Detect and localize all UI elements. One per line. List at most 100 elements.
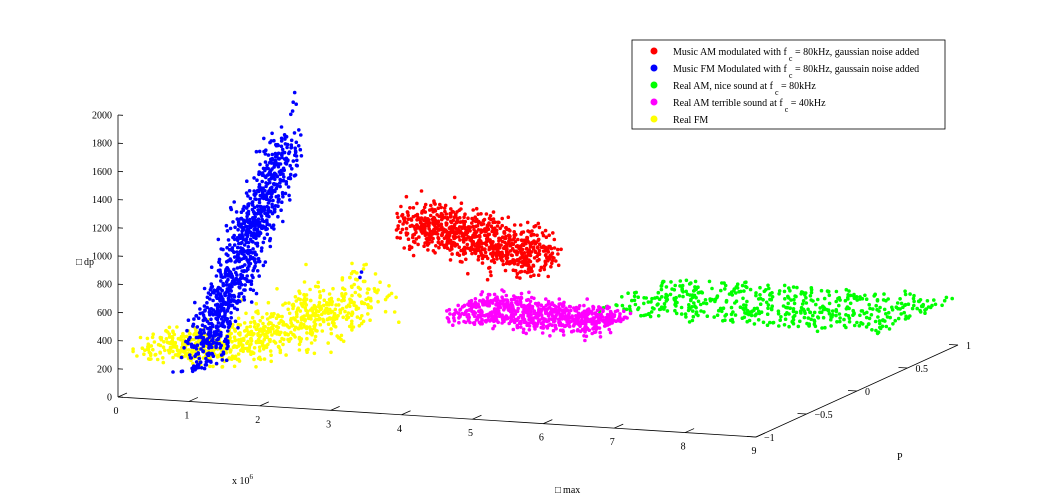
data-point-music-fm: [244, 255, 248, 260]
data-point-music-am: [438, 242, 443, 247]
data-point-real-fm: [254, 310, 258, 314]
data-point-real-am-terrible: [607, 327, 611, 332]
data-point-real-am-terrible: [557, 297, 562, 301]
data-point-real-am-terrible: [531, 321, 536, 326]
data-point-real-am-terrible: [591, 327, 595, 331]
data-point-real-am-nice: [636, 295, 640, 300]
data-point-music-fm: [293, 146, 298, 150]
data-point-real-fm: [350, 293, 354, 298]
data-point-real-am-nice: [668, 292, 673, 297]
data-point-music-fm: [280, 153, 284, 157]
data-point-real-am-terrible: [494, 296, 499, 301]
data-point-music-fm: [232, 255, 237, 259]
data-point-real-am-nice: [864, 315, 869, 320]
data-point-music-am: [436, 235, 440, 240]
x-tick-mark: [259, 401, 269, 407]
data-point-music-fm: [279, 168, 284, 173]
data-point-music-fm: [253, 224, 257, 229]
data-point-real-am-nice: [756, 318, 761, 322]
data-point-music-fm: [268, 244, 273, 249]
data-point-real-am-nice: [745, 319, 749, 324]
data-point-real-am-nice: [740, 283, 745, 288]
data-point-real-am-terrible: [542, 319, 546, 324]
data-point-music-am: [508, 261, 513, 265]
data-point-real-am-nice: [795, 285, 799, 290]
data-point-real-am-nice: [734, 285, 739, 289]
data-point-real-am-nice: [792, 301, 797, 306]
data-point-real-fm: [249, 352, 253, 357]
data-point-real-am-terrible: [504, 317, 508, 321]
data-point-music-fm: [226, 277, 230, 282]
data-point-real-am-terrible: [487, 304, 492, 308]
data-point-music-fm: [227, 292, 232, 297]
data-point-music-fm: [264, 181, 268, 185]
data-point-real-fm: [239, 339, 243, 344]
data-point-music-fm: [273, 207, 277, 212]
data-point-music-fm: [216, 325, 220, 329]
data-point-real-fm: [250, 315, 255, 320]
data-point-music-am: [448, 215, 453, 219]
data-point-music-fm: [205, 305, 209, 310]
data-point-music-fm: [194, 360, 199, 364]
data-point-music-am: [503, 253, 508, 258]
data-point-music-fm: [209, 311, 213, 316]
data-point-real-fm: [349, 284, 354, 289]
data-point-music-am: [417, 217, 421, 222]
data-point-music-fm: [255, 178, 259, 182]
data-point-music-fm: [229, 316, 233, 320]
data-point-real-am-nice: [826, 309, 831, 313]
data-point-music-am: [495, 231, 499, 236]
data-point-real-fm: [373, 272, 378, 276]
data-point-real-am-terrible: [465, 308, 469, 313]
data-point-music-fm: [281, 178, 286, 183]
data-point-music-am: [546, 274, 550, 279]
data-point-music-fm: [248, 287, 253, 292]
data-point-real-am-nice: [644, 296, 648, 300]
data-point-real-fm: [249, 320, 253, 325]
data-point-real-am-nice: [669, 280, 673, 284]
data-point-music-fm: [203, 317, 208, 322]
data-point-music-am: [452, 215, 457, 219]
data-point-music-fm: [245, 274, 249, 278]
data-point-real-fm: [190, 348, 194, 353]
data-point-real-fm: [341, 339, 346, 344]
data-point-music-am: [436, 206, 441, 210]
data-point-real-am-nice: [848, 293, 853, 298]
data-point-real-fm: [368, 318, 372, 323]
data-point-real-am-terrible: [564, 315, 568, 319]
data-point-real-am-nice: [806, 307, 810, 312]
data-point-real-am-nice: [902, 310, 906, 315]
data-point-music-fm: [192, 317, 196, 321]
data-point-real-am-nice: [825, 289, 830, 293]
data-point-real-am-terrible: [544, 307, 548, 312]
data-point-real-fm: [344, 305, 349, 309]
data-point-real-am-nice: [827, 293, 832, 298]
data-point-real-am-nice: [855, 298, 859, 302]
data-point-real-am-terrible: [471, 321, 476, 325]
data-point-real-am-nice: [899, 301, 904, 306]
data-point-music-fm: [289, 138, 294, 143]
data-point-real-am-terrible: [601, 309, 605, 314]
data-point-music-am: [474, 206, 479, 211]
data-point-music-fm: [294, 140, 299, 145]
data-point-music-am: [481, 218, 486, 223]
data-point-music-am: [550, 259, 555, 263]
data-point-music-fm: [255, 269, 260, 273]
data-point-music-fm: [250, 273, 254, 278]
data-point-real-am-terrible: [521, 315, 526, 320]
data-point-real-fm: [353, 290, 358, 295]
data-point-real-am-terrible: [567, 311, 571, 316]
data-point-music-am: [413, 240, 417, 245]
data-point-real-am-nice: [721, 319, 725, 323]
data-point-real-am-nice: [923, 311, 927, 316]
data-point-music-am: [541, 245, 545, 249]
data-point-music-fm: [209, 343, 213, 347]
data-point-real-fm: [138, 335, 143, 340]
data-point-music-fm: [251, 288, 256, 293]
data-point-real-fm: [349, 322, 354, 326]
data-point-music-am: [476, 212, 481, 216]
data-point-music-am: [398, 236, 403, 240]
data-point-music-fm: [252, 189, 256, 193]
data-point-music-fm: [241, 228, 246, 232]
data-point-real-am-nice: [796, 324, 801, 329]
